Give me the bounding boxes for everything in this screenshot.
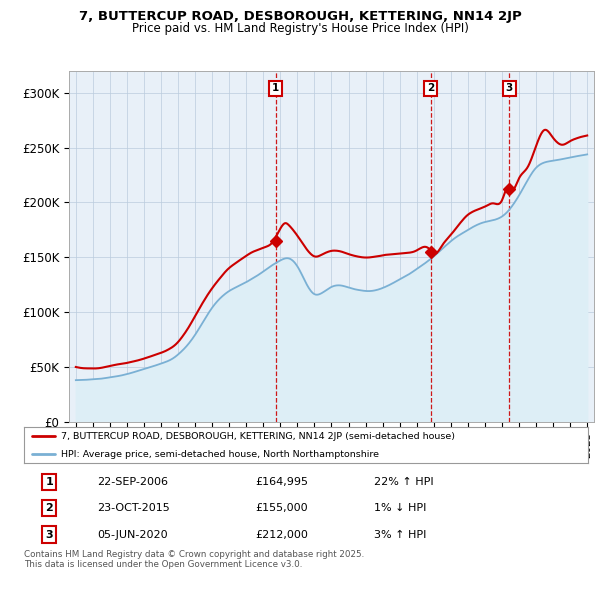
- Text: £155,000: £155,000: [255, 503, 308, 513]
- Text: 7, BUTTERCUP ROAD, DESBOROUGH, KETTERING, NN14 2JP (semi-detached house): 7, BUTTERCUP ROAD, DESBOROUGH, KETTERING…: [61, 432, 455, 441]
- Text: 3% ↑ HPI: 3% ↑ HPI: [374, 530, 426, 540]
- Text: £164,995: £164,995: [255, 477, 308, 487]
- Text: 22-SEP-2006: 22-SEP-2006: [97, 477, 169, 487]
- Text: Price paid vs. HM Land Registry's House Price Index (HPI): Price paid vs. HM Land Registry's House …: [131, 22, 469, 35]
- Text: Contains HM Land Registry data © Crown copyright and database right 2025.
This d: Contains HM Land Registry data © Crown c…: [24, 550, 364, 569]
- Text: 3: 3: [46, 530, 53, 540]
- Text: HPI: Average price, semi-detached house, North Northamptonshire: HPI: Average price, semi-detached house,…: [61, 450, 379, 458]
- Text: 7, BUTTERCUP ROAD, DESBOROUGH, KETTERING, NN14 2JP: 7, BUTTERCUP ROAD, DESBOROUGH, KETTERING…: [79, 10, 521, 23]
- Text: 2: 2: [46, 503, 53, 513]
- Text: 05-JUN-2020: 05-JUN-2020: [97, 530, 168, 540]
- Text: 3: 3: [506, 83, 513, 93]
- Text: 1% ↓ HPI: 1% ↓ HPI: [374, 503, 426, 513]
- Text: 1: 1: [46, 477, 53, 487]
- Text: 2: 2: [427, 83, 434, 93]
- Text: 23-OCT-2015: 23-OCT-2015: [97, 503, 170, 513]
- Text: £212,000: £212,000: [255, 530, 308, 540]
- Text: 22% ↑ HPI: 22% ↑ HPI: [374, 477, 433, 487]
- Text: 1: 1: [272, 83, 279, 93]
